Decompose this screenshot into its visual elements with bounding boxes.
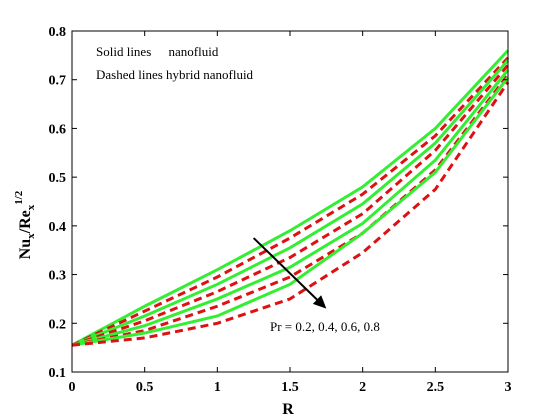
x-tick-label: 1.5 [281, 380, 299, 395]
series-line-5-solid [71, 69, 510, 347]
series-line-4-dashed [71, 64, 510, 347]
x-tick-label: 0 [69, 380, 76, 395]
y-tick-label: 0.3 [49, 269, 67, 284]
series-line-1-solid [71, 49, 510, 347]
y-tick-label: 0.8 [49, 25, 67, 40]
series-line-8-dashed [71, 81, 510, 347]
series-layer [71, 49, 510, 347]
pr-arrow [252, 237, 318, 301]
y-tick-label: 0.5 [49, 171, 67, 186]
legend-text-dashed: Dashed lines hybrid nanofluid [96, 67, 254, 82]
x-tick-label: 0.5 [136, 380, 154, 395]
x-axis-label: R [282, 401, 294, 418]
y-tick-label: 0.1 [49, 366, 67, 381]
arrow-label: Pr = 0.2, 0.4, 0.6, 0.8 [270, 319, 380, 334]
x-tick-label: 1 [214, 380, 221, 395]
x-tick-label: 3 [505, 380, 512, 395]
series-line-7-solid [71, 76, 510, 347]
y-tick-label: 0.7 [49, 74, 67, 89]
x-tick-label: 2 [359, 380, 366, 395]
y-axis-label: Nux/Rex1/2 [13, 190, 37, 259]
series-line-2-dashed [71, 56, 510, 347]
y-tick-label: 0.4 [49, 220, 67, 235]
tick-labels-layer: 0 0.5 1 1.5 2 2.5 3 0.1 0.2 0.3 0.4 0.5 0.6 0.7 0.8 [49, 25, 512, 395]
x-tick-label: 2.5 [427, 380, 445, 395]
legend-text-solid: Solid lines nanofluid [96, 44, 219, 59]
series-line-3-solid [71, 59, 510, 347]
pr-arrow-head [312, 295, 327, 309]
y-tick-label: 0.2 [49, 317, 67, 332]
y-tick-label: 0.6 [49, 122, 67, 137]
ticks-layer [71, 30, 509, 373]
